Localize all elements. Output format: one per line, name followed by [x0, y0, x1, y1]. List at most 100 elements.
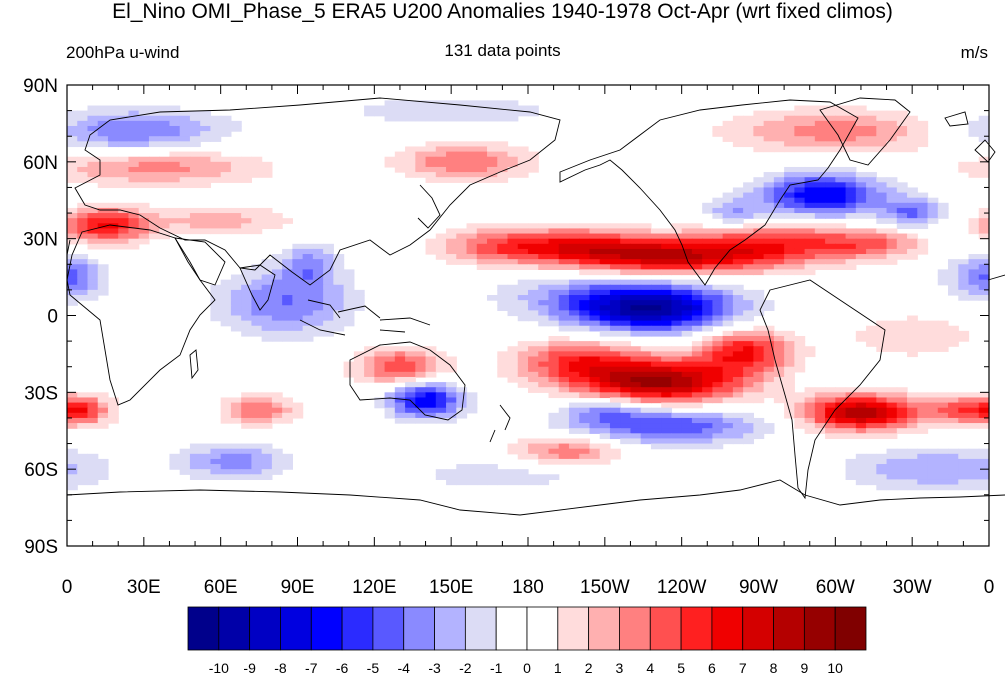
- field-cell: [753, 371, 765, 378]
- field-cell: [435, 156, 447, 163]
- field-cell: [343, 371, 355, 378]
- field-cell: [118, 202, 130, 209]
- field-cell: [210, 315, 222, 322]
- field-cell: [907, 320, 918, 327]
- field-cell: [773, 213, 785, 219]
- field-cell: [548, 233, 560, 240]
- field-cell: [681, 330, 693, 337]
- field-cell: [702, 371, 713, 378]
- field-cell: [579, 295, 591, 301]
- field-cell: [732, 382, 744, 388]
- field-cell: [456, 397, 468, 404]
- field-cell: [927, 412, 939, 419]
- field-cell: [978, 131, 990, 137]
- field-cell: [292, 248, 304, 255]
- field-cell: [118, 166, 130, 173]
- field-cell: [896, 412, 908, 419]
- field-cell: [681, 392, 693, 399]
- field-cell: [630, 289, 642, 296]
- field-cell: [138, 177, 150, 183]
- field-cell: [97, 161, 109, 168]
- field-cell: [312, 254, 324, 260]
- field-cell: [784, 115, 795, 122]
- field-cell: [312, 289, 324, 296]
- field-cell: [528, 351, 539, 358]
- field-cell: [220, 407, 232, 414]
- colorbar-box: [218, 606, 251, 651]
- field-cell: [753, 325, 765, 332]
- field-cell: [866, 417, 877, 424]
- field-cell: [271, 289, 283, 296]
- field-cell: [753, 341, 765, 347]
- field-cell: [558, 315, 570, 322]
- field-cell: [507, 300, 519, 306]
- field-cell: [948, 423, 959, 429]
- field-cell: [67, 453, 78, 460]
- field-cell: [353, 376, 365, 383]
- field-cell: [825, 254, 836, 260]
- field-cell: [804, 228, 816, 235]
- field-cell: [558, 376, 570, 383]
- field-cell: [845, 192, 857, 199]
- field-cell: [507, 310, 519, 317]
- field-cell: [753, 248, 765, 255]
- field-cell: [825, 131, 836, 137]
- field-cell: [251, 443, 263, 450]
- field-cell: [138, 105, 150, 112]
- field-cell: [384, 156, 396, 163]
- field-cell: [241, 228, 252, 235]
- field-cell: [200, 125, 212, 132]
- field-cell: [87, 458, 99, 465]
- field-cell: [835, 172, 847, 178]
- field-cell: [210, 213, 222, 219]
- field-cell: [528, 228, 539, 235]
- field-cell: [128, 115, 140, 122]
- field-cell: [169, 228, 181, 235]
- field-cell: [609, 366, 621, 373]
- field-cell: [732, 202, 744, 209]
- field-cell: [968, 412, 980, 419]
- field-cell: [517, 346, 529, 352]
- field-cell: [507, 259, 519, 265]
- field-cell: [671, 428, 683, 434]
- field-cell: [425, 382, 437, 388]
- field-cell: [671, 243, 683, 250]
- field-cell: [784, 330, 795, 337]
- field-cell: [855, 238, 867, 245]
- field-cell: [220, 223, 232, 230]
- field-cell: [640, 305, 652, 311]
- field-cell: [732, 136, 744, 142]
- field-cell: [599, 361, 611, 368]
- field-cell: [907, 187, 918, 194]
- field-cell: [312, 315, 324, 322]
- field-cell: [896, 115, 908, 122]
- field-cell: [589, 284, 601, 291]
- field-cell: [835, 254, 847, 260]
- field-cell: [210, 289, 222, 296]
- field-cell: [568, 248, 580, 255]
- field-cell: [814, 223, 826, 230]
- field-cell: [548, 448, 560, 455]
- field-cell: [251, 448, 263, 455]
- field-cell: [282, 284, 293, 291]
- colorbar-label: -7: [305, 660, 318, 676]
- field-cell: [241, 397, 252, 404]
- field-cell: [702, 233, 713, 240]
- field-cell: [67, 289, 78, 296]
- field-cell: [220, 207, 232, 214]
- field-cell: [220, 315, 232, 322]
- field-cell: [845, 407, 857, 414]
- field-cell: [609, 453, 621, 460]
- field-cell: [650, 228, 662, 235]
- field-cell: [446, 387, 457, 393]
- field-cell: [876, 131, 888, 137]
- field-cell: [917, 238, 929, 245]
- field-cell: [640, 238, 652, 245]
- field-cell: [230, 172, 242, 178]
- field-cell: [200, 469, 212, 475]
- field-cell: [87, 289, 99, 296]
- field-cell: [456, 110, 468, 117]
- field-cell: [548, 438, 560, 445]
- field-cell: [353, 300, 365, 306]
- field-cell: [681, 238, 693, 245]
